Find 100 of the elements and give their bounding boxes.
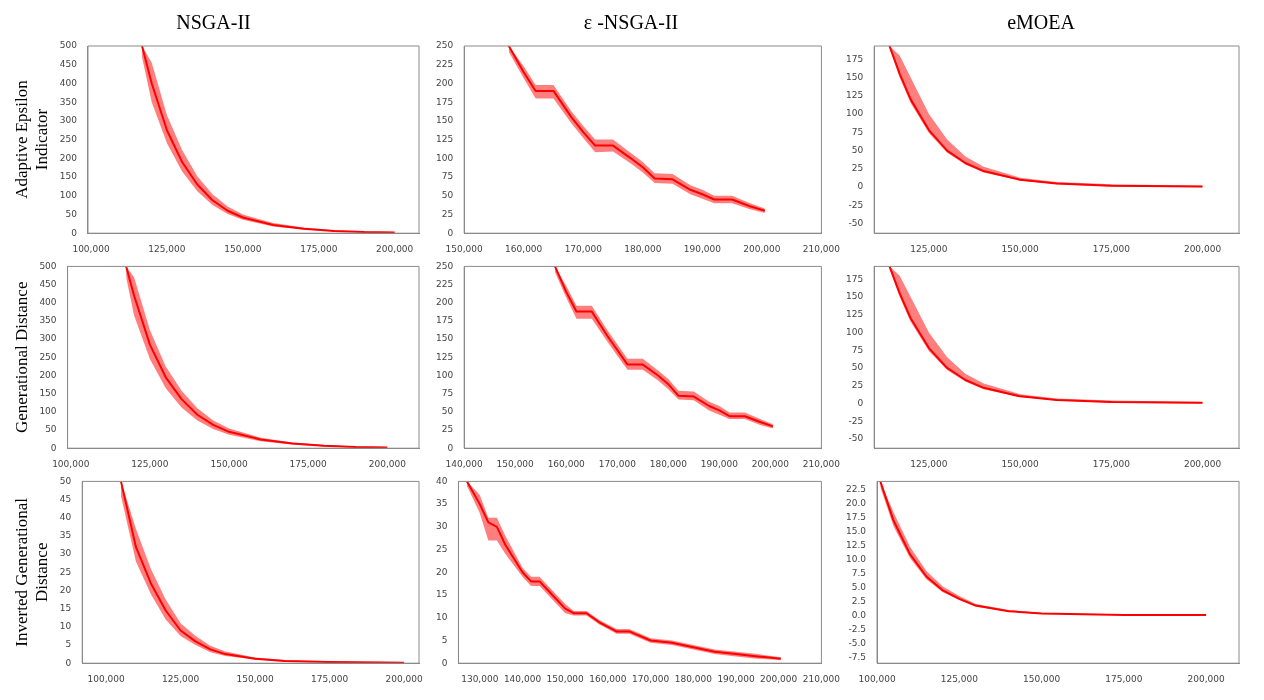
y-tick-label: 50 <box>441 406 454 417</box>
y-tick-label: 150 <box>435 115 454 126</box>
y-axis-title: Inverted Generational Distance <box>11 497 52 647</box>
y-tick-label: 400 <box>39 297 57 308</box>
y-tick-label: 0 <box>441 657 448 668</box>
y-tick-label: 175 <box>435 96 454 107</box>
y-tick-label: 100 <box>39 406 57 417</box>
y-tick-label: 75 <box>441 171 454 182</box>
x-tick-label: 150,000 <box>210 458 248 469</box>
x-tick-label: 180,000 <box>649 458 688 469</box>
y-tick-label: 250 <box>39 351 57 362</box>
x-tick-label: 200,000 <box>368 458 407 469</box>
x-tick-label: 200,000 <box>751 458 790 469</box>
y-tick-label: 30 <box>436 521 448 532</box>
y-tick-label: 175 <box>845 53 864 64</box>
y-tick-label: 250 <box>59 133 78 144</box>
x-tick-label: 200,000 <box>1183 243 1222 254</box>
y-tick-label: 0 <box>50 442 57 453</box>
y-tick-label: 40 <box>436 475 448 486</box>
y-tick-label: 20 <box>59 584 72 595</box>
y-tick-label: 12.5 <box>845 540 867 551</box>
y-tick-label: 0.0 <box>851 610 867 620</box>
y-tick-label: 75 <box>441 388 454 398</box>
y-tick-label: 50 <box>65 208 78 219</box>
y-tick-label: 175 <box>845 273 864 284</box>
y-tick-label: 25 <box>851 163 864 174</box>
y-tick-label: 10 <box>59 621 72 632</box>
x-tick-label: 125,000 <box>131 458 169 469</box>
x-tick-label: 200,000 <box>385 673 423 684</box>
x-tick-label: 140,000 <box>503 673 542 684</box>
x-tick-label: 175,000 <box>1092 458 1131 469</box>
y-tick-label: 50 <box>441 190 454 201</box>
y-tick-label: 175 <box>435 315 454 326</box>
y-tick-label: 7.5 <box>851 568 867 579</box>
x-tick-label: 125,000 <box>910 458 948 469</box>
x-tick-label: 100,000 <box>72 243 110 254</box>
y-tick-label: 22.5 <box>845 484 867 495</box>
y-tick-label: 0 <box>447 227 454 238</box>
y-tick-label: 5.0 <box>851 582 867 593</box>
y-tick-label: 100 <box>845 326 864 337</box>
y-axis-title: Adaptive Epsilon Indicator <box>11 79 52 199</box>
y-tick-label: 0 <box>447 442 454 453</box>
x-tick-label: 150,000 <box>445 243 484 254</box>
y-tick-label: 200 <box>59 152 78 163</box>
x-tick-label: 200,000 <box>376 243 414 254</box>
y-tick-label: 15 <box>436 589 448 600</box>
y-tick-label: 17.5 <box>845 512 867 523</box>
x-tick-label: 125,000 <box>148 243 186 254</box>
y-tick-label: 25 <box>441 208 454 219</box>
y-tick-label: -25 <box>848 415 864 426</box>
x-tick-label: 160,000 <box>547 458 586 469</box>
y-tick-label: 350 <box>59 96 78 107</box>
y-tick-label: 10.0 <box>845 554 867 565</box>
x-tick-label: 200,000 <box>760 673 798 684</box>
y-tick-label: 0 <box>71 227 78 238</box>
y-tick-label: 25 <box>59 566 72 577</box>
y-tick-label: 25 <box>851 380 864 391</box>
y-tick-label: 50 <box>45 424 57 435</box>
x-tick-label: 200,000 <box>1183 458 1222 469</box>
x-tick-label: 150,000 <box>236 673 274 684</box>
y-tick-label: 100 <box>845 108 864 119</box>
y-tick-label: 500 <box>39 260 57 271</box>
y-tick-label: 35 <box>436 498 448 509</box>
x-tick-label: 200,000 <box>743 243 781 254</box>
y-tick-label: 50 <box>59 475 72 486</box>
chart-title: ε -NSGA-II <box>583 11 679 34</box>
y-tick-label: 100 <box>435 152 454 163</box>
x-tick-label: 150,000 <box>546 673 585 684</box>
x-tick-label: 130,000 <box>461 673 499 684</box>
y-tick-label: 150 <box>59 171 78 182</box>
y-tick-label: 125 <box>435 351 454 362</box>
x-tick-label: 170,000 <box>598 458 637 469</box>
y-tick-label: 125 <box>435 133 454 144</box>
y-tick-label: 225 <box>435 278 454 289</box>
y-tick-label: 75 <box>851 126 864 137</box>
y-tick-label: 0 <box>857 397 864 408</box>
x-tick-label: 170,000 <box>631 673 670 684</box>
y-tick-label: 15.0 <box>845 526 867 537</box>
x-tick-label: 170,000 <box>564 243 603 254</box>
y-tick-label: 45 <box>59 493 72 504</box>
y-tick-label: 40 <box>59 512 72 523</box>
x-tick-label: 175,000 <box>1092 243 1131 254</box>
y-tick-label: 5 <box>441 634 448 645</box>
y-tick-label: -7.5 <box>848 651 867 662</box>
y-axis-title: Generational Distance <box>11 281 31 434</box>
x-tick-label: 175,000 <box>289 458 328 469</box>
x-tick-label: 175,000 <box>300 243 338 254</box>
y-tick-label: -50 <box>848 433 864 444</box>
y-tick-label: 150 <box>39 388 57 398</box>
x-tick-label: 150,000 <box>1001 243 1039 254</box>
y-tick-label: 100 <box>435 369 454 380</box>
y-tick-label: 50 <box>851 362 864 373</box>
x-tick-label: 210,000 <box>802 673 841 684</box>
y-tick-label: 250 <box>435 260 454 271</box>
x-tick-label: 100,000 <box>858 673 896 684</box>
y-tick-label: 0 <box>857 181 864 192</box>
y-tick-label: -25 <box>848 199 864 210</box>
y-tick-label: 500 <box>59 40 78 51</box>
x-tick-label: 210,000 <box>802 243 841 254</box>
x-tick-label: 175,000 <box>1105 673 1143 684</box>
